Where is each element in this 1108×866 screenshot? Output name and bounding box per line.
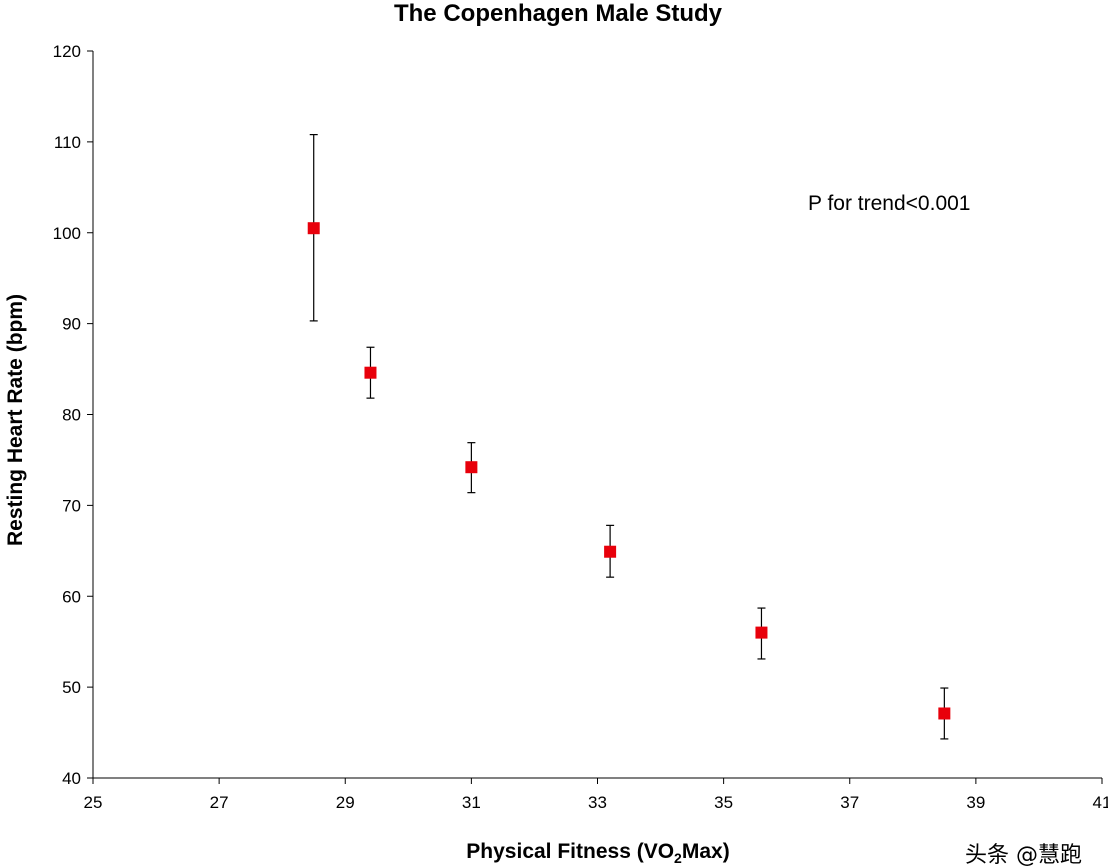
data-point-marker — [364, 366, 377, 379]
x-tick-label: 35 — [714, 793, 733, 812]
y-axis-label: Resting Heart Rate (bpm) — [4, 294, 27, 546]
data-points — [307, 134, 951, 740]
data-point-marker — [465, 461, 478, 474]
x-tick-label: 41 — [1093, 793, 1108, 812]
y-tick-label: 40 — [62, 769, 81, 788]
watermark-text: 头条 @慧跑 — [965, 843, 1082, 866]
x-tick-label: 29 — [336, 793, 355, 812]
y-tick-label: 120 — [53, 42, 81, 61]
x-tick-label: 27 — [210, 793, 229, 812]
x-tick-label: 33 — [588, 793, 607, 812]
data-point-marker — [938, 707, 951, 720]
x-tick-label: 39 — [966, 793, 985, 812]
data-point-marker — [307, 222, 320, 235]
y-tick-label: 90 — [62, 315, 81, 334]
x-axis-label-subscript: 2 — [674, 850, 682, 866]
y-tick-label: 110 — [54, 133, 81, 152]
y-tick-label: 60 — [62, 587, 81, 606]
chart-title: The Copenhagen Male Study — [394, 0, 723, 27]
x-tick-label: 25 — [84, 793, 103, 812]
y-tick-label: 70 — [62, 496, 81, 515]
y-tick-label: 50 — [62, 678, 81, 697]
x-axis-label-main: Physical Fitness (VO — [466, 840, 674, 863]
y-ticks: 40 50 60 70 80 90 100 110 120 — [53, 42, 93, 788]
x-ticks: 25 27 29 31 33 35 37 39 41 — [84, 778, 1108, 812]
data-point-marker — [604, 545, 617, 558]
x-axis-label: Physical Fitness (VO2Max) — [466, 840, 729, 866]
data-point-marker — [755, 626, 768, 639]
x-tick-label: 31 — [462, 793, 481, 812]
trend-annotation: P for trend<0.001 — [808, 192, 970, 215]
x-axis-label-tail: Max) — [682, 840, 730, 863]
y-tick-label: 80 — [62, 406, 81, 425]
y-tick-label: 100 — [53, 224, 81, 243]
x-tick-label: 37 — [840, 793, 859, 812]
